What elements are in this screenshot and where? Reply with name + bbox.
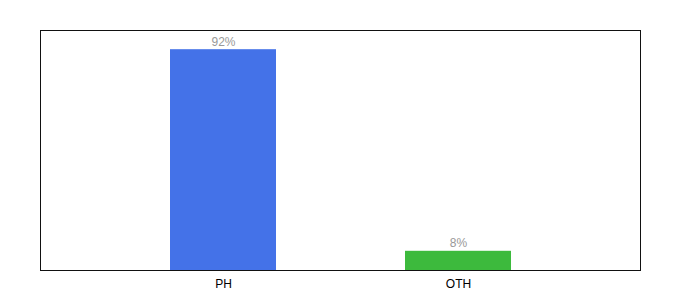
- svg-text:92%: 92%: [211, 35, 235, 49]
- svg-text:8%: 8%: [450, 236, 468, 250]
- svg-text:PH: PH: [215, 277, 232, 291]
- svg-text:OTH: OTH: [446, 277, 471, 291]
